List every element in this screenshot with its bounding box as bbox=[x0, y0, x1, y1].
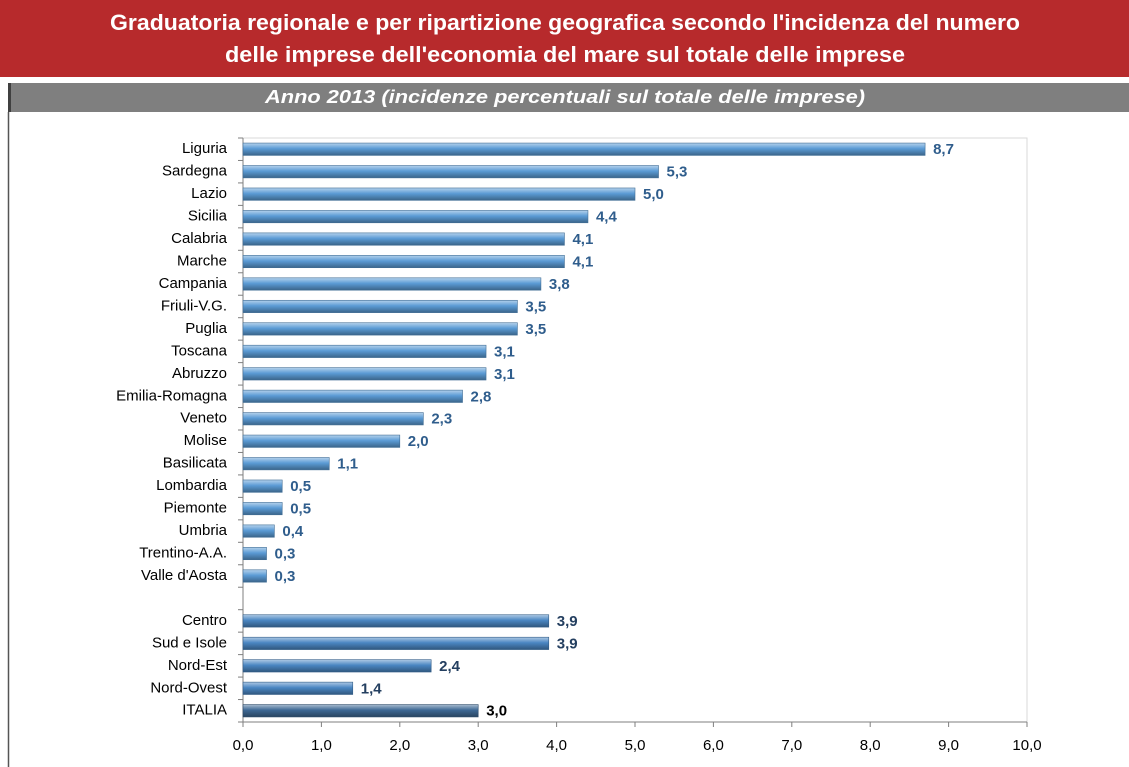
y-tick-label: Emilia-Romagna bbox=[116, 387, 228, 404]
x-tick-label: 0,0 bbox=[233, 737, 254, 754]
value-label: 2,4 bbox=[439, 658, 461, 675]
x-tick-label: 4,0 bbox=[546, 737, 567, 754]
y-tick-label: Toscana bbox=[171, 342, 228, 359]
x-tick-label: 2,0 bbox=[389, 737, 410, 754]
value-label: 5,3 bbox=[667, 164, 688, 181]
bar bbox=[242, 142, 926, 156]
y-tick-label: Trentino-A.A. bbox=[139, 545, 227, 562]
value-label: 3,5 bbox=[525, 298, 546, 315]
x-tick-label: 6,0 bbox=[703, 737, 724, 754]
bar bbox=[242, 457, 330, 471]
bar bbox=[242, 389, 463, 403]
y-tick-label: Puglia bbox=[185, 320, 227, 337]
value-label: 8,7 bbox=[933, 141, 954, 158]
bar bbox=[242, 681, 354, 695]
value-label: 3,8 bbox=[549, 276, 570, 293]
bar bbox=[242, 479, 283, 493]
subtitle-band-edge bbox=[8, 83, 11, 112]
value-label: 2,8 bbox=[471, 388, 492, 405]
y-tick-label: Sud e Isole bbox=[152, 634, 227, 651]
y-tick-label: Piemonte bbox=[164, 500, 227, 517]
y-tick-label: Umbria bbox=[179, 522, 228, 539]
bar bbox=[242, 659, 432, 673]
value-label: 4,4 bbox=[596, 209, 618, 226]
value-label: 3,1 bbox=[494, 343, 515, 360]
bar bbox=[242, 277, 542, 291]
value-label: 5,0 bbox=[643, 186, 664, 203]
x-tick-label: 3,0 bbox=[468, 737, 489, 754]
y-tick-label: Molise bbox=[184, 432, 227, 449]
value-label: 0,3 bbox=[275, 568, 296, 585]
x-tick-label: 8,0 bbox=[860, 737, 881, 754]
bar bbox=[242, 344, 487, 358]
x-tick-label: 5,0 bbox=[625, 737, 646, 754]
bar bbox=[242, 322, 518, 336]
bar bbox=[242, 165, 659, 179]
value-label: 3,9 bbox=[557, 613, 578, 630]
y-tick-label: Abruzzo bbox=[172, 365, 227, 382]
y-tick-label: Lazio bbox=[191, 185, 227, 202]
x-tick-label: 7,0 bbox=[781, 737, 802, 754]
y-tick-label: Campania bbox=[159, 275, 228, 292]
chart-subtitle: Anno 2013 (incidenze percentuali sul tot… bbox=[264, 87, 865, 107]
value-label: 3,1 bbox=[494, 366, 515, 383]
bar bbox=[242, 367, 487, 381]
value-label: 2,3 bbox=[431, 411, 452, 428]
bar bbox=[242, 232, 565, 246]
subtitle-band bbox=[8, 83, 1129, 112]
bar bbox=[242, 299, 518, 313]
y-tick-label: Valle d'Aosta bbox=[141, 567, 228, 584]
title-band bbox=[0, 0, 1129, 77]
chart-title: delle imprese dell'economia del mare sul… bbox=[225, 42, 905, 67]
y-tick-label: Friuli-V.G. bbox=[161, 297, 227, 314]
value-label: 0,5 bbox=[290, 478, 311, 495]
x-tick-label: 9,0 bbox=[938, 737, 959, 754]
y-tick-label: Marche bbox=[177, 253, 227, 270]
value-label: 1,4 bbox=[361, 680, 383, 697]
value-label: 2,0 bbox=[408, 433, 429, 450]
value-label: 4,1 bbox=[572, 231, 593, 248]
chart-title: Graduatoria regionale e per ripartizione… bbox=[110, 10, 1020, 35]
bar bbox=[242, 704, 479, 718]
bar bbox=[242, 502, 283, 516]
bar bbox=[242, 412, 424, 426]
plot-area bbox=[242, 137, 1028, 723]
bar bbox=[242, 636, 550, 650]
x-tick-label: 10,0 bbox=[1012, 737, 1041, 754]
value-label: 3,5 bbox=[525, 321, 546, 338]
value-label: 0,4 bbox=[282, 523, 304, 540]
value-label: 0,5 bbox=[290, 501, 311, 518]
bar bbox=[242, 255, 565, 269]
value-label: 4,1 bbox=[572, 254, 593, 271]
y-tick-label: Centro bbox=[182, 612, 227, 629]
value-label: 1,1 bbox=[337, 456, 358, 473]
value-label: 3,9 bbox=[557, 635, 578, 652]
bar bbox=[242, 547, 267, 561]
y-tick-label: Calabria bbox=[171, 230, 228, 247]
y-tick-label: Sardegna bbox=[162, 163, 228, 180]
x-tick-label: 1,0 bbox=[311, 737, 332, 754]
y-tick-label: Sicilia bbox=[188, 208, 228, 225]
y-tick-label: Basilicata bbox=[163, 455, 228, 472]
bar bbox=[242, 434, 401, 448]
y-tick-label: Liguria bbox=[182, 140, 228, 157]
y-tick-label: Nord-Ovest bbox=[150, 679, 228, 696]
bar bbox=[242, 614, 550, 628]
value-label: 3,0 bbox=[486, 703, 507, 720]
bar bbox=[242, 569, 267, 583]
bar bbox=[242, 210, 589, 224]
y-tick-label: Nord-Est bbox=[168, 657, 228, 674]
y-tick-label: Lombardia bbox=[156, 477, 228, 494]
y-tick-label: ITALIA bbox=[182, 702, 227, 719]
y-tick-label: Veneto bbox=[180, 410, 227, 427]
bar bbox=[242, 187, 636, 201]
value-label: 0,3 bbox=[275, 546, 296, 563]
bar bbox=[242, 524, 275, 538]
